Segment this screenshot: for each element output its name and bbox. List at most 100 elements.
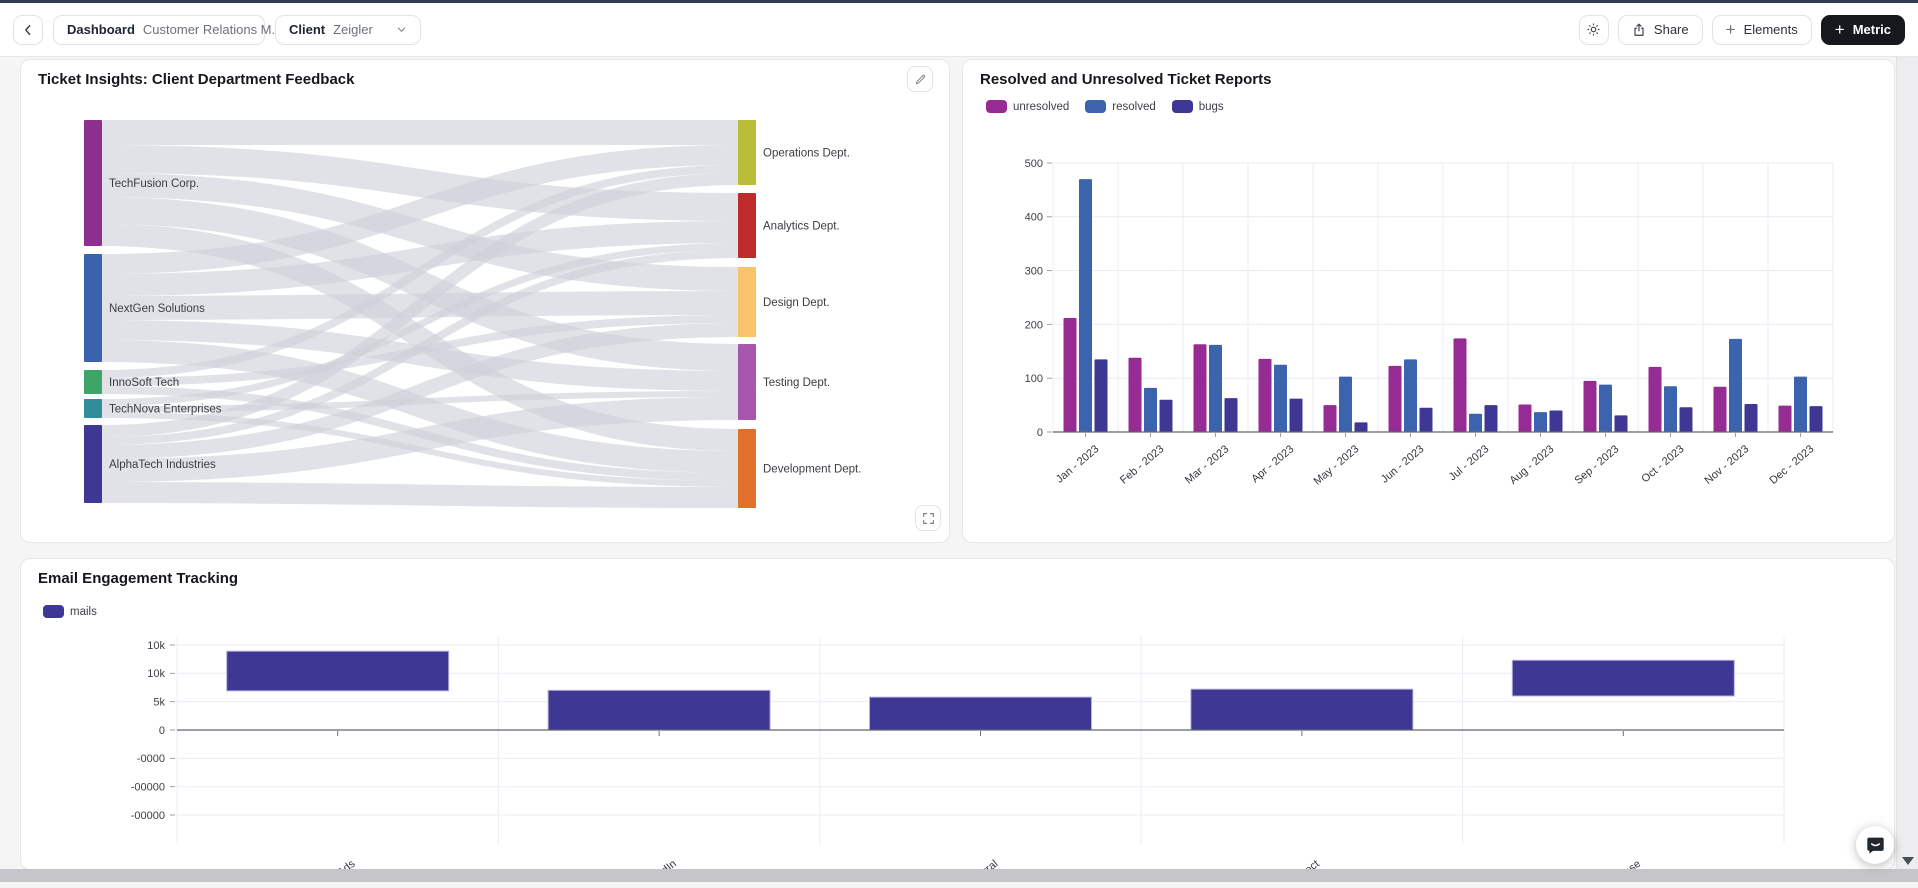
- sankey-node-Analytics-Dept.: [738, 193, 756, 258]
- x-axis-label: Dec - 2023: [1767, 443, 1816, 487]
- sankey-link: [101, 250, 739, 445]
- sankey-link: [101, 397, 739, 482]
- x-axis-label: Feb - 2023: [1118, 443, 1166, 486]
- legend-item-bugs[interactable]: bugs: [1171, 100, 1224, 113]
- sankey-link: [101, 320, 739, 391]
- y-axis-label: 200: [1025, 319, 1043, 331]
- x-axis-label: Sep - 2023: [1572, 443, 1621, 487]
- bar-unresolved-May-2023: [1323, 405, 1337, 432]
- chat-launcher-button[interactable]: [1856, 826, 1894, 864]
- bar-resolved-Oct-2023: [1664, 386, 1677, 432]
- x-axis-label: May - 2023: [1312, 443, 1362, 488]
- x-axis-label: Nov - 2023: [1702, 443, 1751, 487]
- sankey-source-label: NextGen Solutions: [109, 303, 205, 315]
- sankey-link: [101, 482, 739, 508]
- tickets-report-panel: 0 100 200 300 400 500 Jan - 2023 Feb - 2023 Mar …: [962, 59, 1895, 543]
- bar-bugs-Apr-2023: [1289, 398, 1303, 432]
- x-axis-label: Jan - 2023: [1054, 443, 1102, 486]
- chevron-left-icon: [25, 24, 31, 35]
- sankey-link: [101, 323, 739, 459]
- scrollbar-down-arrow-icon[interactable]: [1902, 857, 1914, 865]
- sankey-source-label: InnoSoft Tech: [109, 377, 179, 389]
- sankey-node-InnoSoft-Tech: [84, 370, 102, 394]
- client-selector-value: Zeigler: [333, 22, 373, 37]
- sankey-link: [101, 243, 739, 406]
- expand-widget-button[interactable]: [915, 505, 941, 531]
- x-axis-label: Aug - 2023: [1507, 443, 1556, 487]
- bar-resolved-Jan-2023: [1079, 179, 1092, 432]
- legend-item-mails[interactable]: mails: [43, 605, 97, 618]
- sankey-target-label: Design Dept.: [763, 297, 829, 309]
- metric-button[interactable]: + Metric: [1820, 14, 1905, 45]
- bar-mails-LinkedIn: [547, 689, 771, 731]
- bar-bugs-May-2023: [1354, 422, 1368, 432]
- elements-button[interactable]: + Elements: [1711, 14, 1812, 45]
- bar-mails-GoogleAds: [226, 650, 450, 692]
- bar-unresolved-Sep-2023: [1583, 380, 1597, 432]
- y-axis-label: 0: [159, 725, 165, 737]
- sankey-node-Testing-Dept.: [738, 344, 756, 420]
- y-axis-label: 100: [1025, 373, 1043, 385]
- sankey-node-NextGen-Solutions: [84, 254, 102, 362]
- chat-bubble-icon: [1866, 837, 1884, 854]
- edit-widget-button[interactable]: [907, 66, 933, 92]
- sankey-panel-title: Ticket Insights: Client Department Feedb…: [38, 71, 355, 88]
- sankey-link: [101, 145, 739, 274]
- tickets-legend: unresolved resolved bugs: [986, 100, 1224, 113]
- sankey-link: [101, 165, 739, 378]
- y-axis-label: -00000: [131, 782, 165, 794]
- bar-unresolved-Apr-2023: [1258, 358, 1272, 432]
- bar-resolved-Apr-2023: [1274, 364, 1287, 432]
- tickets-panel-title: Resolved and Unresolved Ticket Reports: [980, 71, 1272, 88]
- sankey-source-label: AlphaTech Industries: [109, 459, 216, 471]
- expand-icon: [922, 512, 934, 524]
- y-axis-label: 10k: [147, 640, 165, 652]
- y-axis-label: 10k: [147, 668, 165, 680]
- sankey-target-label: Operations Dept.: [763, 148, 850, 160]
- sankey-link: [101, 224, 739, 451]
- bar-bugs-Oct-2023: [1679, 407, 1693, 432]
- y-axis-label: -00000: [131, 810, 165, 822]
- share-icon: [1634, 23, 1644, 36]
- legend-label: bugs: [1198, 100, 1224, 113]
- x-axis-label: Apr - 2023: [1249, 443, 1296, 485]
- bar-resolved-Sep-2023: [1599, 384, 1612, 432]
- email-legend: mails: [43, 605, 97, 618]
- chevron-down-icon: [397, 27, 406, 32]
- sankey-link: [101, 145, 739, 221]
- bar-bugs-Aug-2023: [1549, 410, 1563, 432]
- bar-resolved-Jul-2023: [1469, 413, 1482, 432]
- bar-unresolved-Jun-2023: [1388, 365, 1402, 432]
- elements-button-label: Elements: [1743, 22, 1798, 37]
- bar-mails-Crunchbase: [1511, 659, 1735, 697]
- sankey-source-label: TechNova Enterprises: [109, 404, 222, 416]
- settings-button[interactable]: [1578, 14, 1609, 45]
- dashboard-selector[interactable]: Dashboard Customer Relations M...: [53, 14, 300, 45]
- sankey-node-Design-Dept.: [738, 267, 756, 337]
- client-selector[interactable]: Client Zeigler: [275, 14, 421, 45]
- plus-icon: +: [1834, 20, 1845, 39]
- legend-label: unresolved: [1013, 100, 1070, 113]
- bar-bugs-Jun-2023: [1419, 407, 1433, 432]
- bar-resolved-May-2023: [1339, 376, 1352, 432]
- bar-unresolved-Mar-2023: [1193, 344, 1207, 432]
- legend-item-resolved[interactable]: resolved: [1085, 100, 1156, 113]
- legend-chip: [986, 100, 1007, 113]
- bar-unresolved-Aug-2023: [1518, 404, 1532, 432]
- bar-unresolved-Oct-2023: [1648, 366, 1662, 432]
- y-axis-label: 500: [1025, 158, 1043, 170]
- y-axis-label: -0000: [137, 753, 165, 765]
- bar-bugs-Feb-2023: [1159, 399, 1173, 432]
- horizontal-scrollbar[interactable]: [0, 869, 1918, 882]
- legend-item-unresolved[interactable]: unresolved: [986, 100, 1069, 113]
- bar-resolved-Jun-2023: [1404, 359, 1417, 432]
- legend-chip: [1085, 100, 1107, 113]
- sankey-link: [101, 340, 739, 473]
- gear-icon: [1587, 23, 1600, 36]
- share-button[interactable]: Share: [1617, 14, 1703, 45]
- y-axis-label: 400: [1025, 212, 1043, 224]
- vertical-scrollbar[interactable]: [1896, 57, 1918, 869]
- back-button[interactable]: [13, 14, 43, 45]
- sankey-link: [101, 221, 739, 296]
